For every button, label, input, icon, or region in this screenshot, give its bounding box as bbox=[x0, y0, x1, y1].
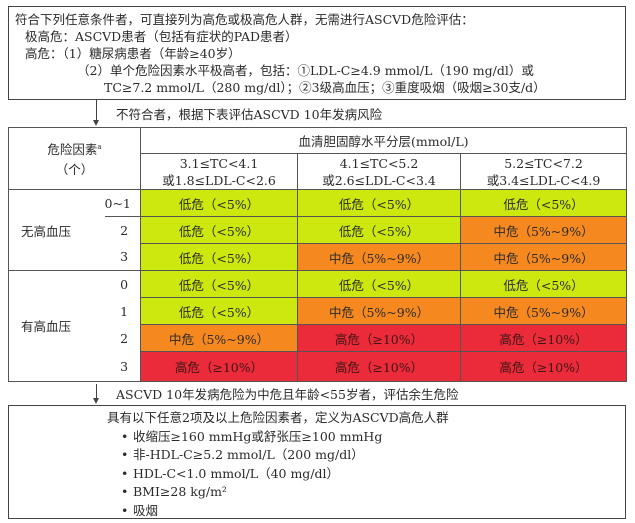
factor-count: 1 bbox=[104, 297, 142, 325]
risk-cell: 低危（<5%） bbox=[140, 189, 299, 217]
table-row: 3 高危（≥10%） 高危（≥10%） 高危（≥10%） bbox=[9, 351, 628, 382]
risk-cell: 高危（≥10%） bbox=[460, 324, 628, 352]
flow-arrow-2-line bbox=[96, 384, 97, 399]
list-item: • HDL-C<1.0 mmol/L（40 mg/dl） bbox=[107, 465, 625, 484]
table-row: 3 低危（<5%） 中危（5%~9%） 中危（5%~9%） bbox=[9, 243, 628, 271]
factor-count: 2 bbox=[104, 216, 142, 244]
list-item: • 收缩压≥160 mmHg或舒张压≥100 mmHg bbox=[107, 428, 625, 447]
risk-cell: 高危（≥10%） bbox=[297, 351, 462, 382]
bullet-icon: • bbox=[121, 484, 129, 499]
table-row: 2 低危（<5%） 低危（<5%） 中危（5%~9%） bbox=[9, 216, 628, 244]
column-header-2: 4.1≤TC<5.2 或2.6≤LDL-C<3.4 bbox=[297, 153, 462, 190]
risk-cell: 中危（5%~9%） bbox=[460, 297, 628, 325]
risk-cell: 中危（5%~9%） bbox=[460, 216, 628, 244]
high-risk-criterion-2-cont: TC≥7.2 mmol/L（280 mg/dl）；②3级高血压；③重度吸烟（吸烟… bbox=[104, 80, 546, 95]
risk-cell: 高危（≥10%） bbox=[140, 351, 299, 382]
factor-count: 3 bbox=[104, 351, 142, 382]
risk-cell: 高危（≥10%） bbox=[460, 351, 628, 382]
bullet-icon: • bbox=[121, 465, 129, 481]
group-no-hypertension: 无高血压 bbox=[8, 189, 105, 271]
flow-label-1: 不符合者，根据下表评估ASCVD 10年发病风险 bbox=[116, 107, 383, 122]
high-risk-criterion-2: （2）单个危险因素水平极高者，包括：①LDL-C≥4.9 mmol/L（190 … bbox=[77, 63, 534, 78]
table-row: 1 低危（<5%） 中危（5%~9%） 中危（5%~9%） bbox=[9, 297, 628, 325]
cholesterol-header: 血清胆固醇水平分层(mmol/L) bbox=[140, 127, 628, 154]
column-header-3: 5.2≤TC<7.2 或3.4≤LDL-C<4.9 bbox=[460, 153, 628, 190]
factor-count: 3 bbox=[104, 243, 142, 271]
risk-cell: 中危（5%~9%） bbox=[297, 297, 462, 325]
table-row: 无高血压 0~1 低危（<5%） 低危（<5%） 低危（<5%） bbox=[8, 189, 628, 271]
risk-cell: 低危（<5%） bbox=[140, 243, 299, 271]
risk-cell: 中危（5%~9%） bbox=[297, 243, 462, 271]
risk-cell: 高危（≥10%） bbox=[297, 324, 462, 352]
risk-cell: 低危（<5%） bbox=[140, 270, 299, 298]
risk-cell: 低危（<5%） bbox=[297, 270, 462, 298]
very-high-risk-criterion: 极高危：ASCVD患者（包括有症状的PAD患者） bbox=[25, 29, 298, 44]
high-risk-criterion-1: 高危：（1）糖尿病患者（年龄≥40岁） bbox=[25, 46, 241, 61]
flow-arrow-1-line bbox=[96, 100, 97, 121]
risk-cell: 中危（5%~9%） bbox=[140, 324, 299, 352]
factor-count: 0 bbox=[104, 270, 142, 298]
table-row: 2 中危（5%~9%） 高危（≥10%） 高危（≥10%） bbox=[9, 324, 628, 352]
group-hypertension: 有高血压 bbox=[8, 270, 105, 382]
list-item: • 吸烟 bbox=[107, 502, 625, 521]
flow-arrow-2-head bbox=[93, 398, 99, 404]
flow-label-2: ASCVD 10年发病危险为中危且年龄<55岁者，评估余生危险 bbox=[116, 387, 459, 402]
risk-cell: 低危（<5%） bbox=[460, 270, 628, 298]
factor-count: 0~1 bbox=[104, 189, 142, 217]
flow-arrow-1-head bbox=[93, 120, 99, 126]
risk-cell: 低危（<5%） bbox=[140, 297, 299, 325]
ascvd-risk-table: 危险因素a （个） 血清胆固醇水平分层(mmol/L) 3.1≤TC<4.1 或1… bbox=[7, 127, 628, 382]
risk-factor-header: 危险因素a （个） bbox=[7, 127, 142, 190]
criteria-intro: 符合下列任意条件者，可直接列为高危或极高危人群，无需进行ASCVD危险评估： bbox=[15, 12, 474, 27]
high-risk-label: 高危： bbox=[25, 46, 63, 61]
lifetime-criteria-title: 具有以下任意2项及以上危险因素者，定义为ASCVD高危人群 bbox=[107, 410, 449, 425]
bullet-icon: • bbox=[121, 502, 129, 518]
risk-cell: 中危（5%~9%） bbox=[460, 243, 628, 271]
lifetime-risk-criteria-box: 具有以下任意2项及以上危险因素者，定义为ASCVD高危人群 • 收缩压≥160 m… bbox=[8, 405, 626, 519]
list-item: • 非-HDL-C≥5.2 mmol/L（200 mg/dl） bbox=[107, 446, 625, 465]
risk-cell: 低危（<5%） bbox=[140, 216, 299, 244]
list-item: • BMI≥28 kg/m² bbox=[107, 483, 625, 502]
bullet-icon: • bbox=[121, 447, 129, 462]
risk-cell: 低危（<5%） bbox=[297, 216, 462, 244]
factor-count: 2 bbox=[104, 324, 142, 352]
table-row: 有高血压 0 低危（<5%） 低危（<5%） 低危（<5%） bbox=[8, 270, 628, 382]
column-header-1: 3.1≤TC<4.1 或1.8≤LDL-C<2.6 bbox=[140, 153, 299, 190]
risk-cell: 低危（<5%） bbox=[460, 189, 628, 217]
risk-cell: 低危（<5%） bbox=[297, 189, 462, 217]
direct-high-risk-criteria-box: 符合下列任意条件者，可直接列为高危或极高危人群，无需进行ASCVD危险评估： 极… bbox=[8, 6, 626, 100]
bullet-icon: • bbox=[121, 428, 129, 444]
